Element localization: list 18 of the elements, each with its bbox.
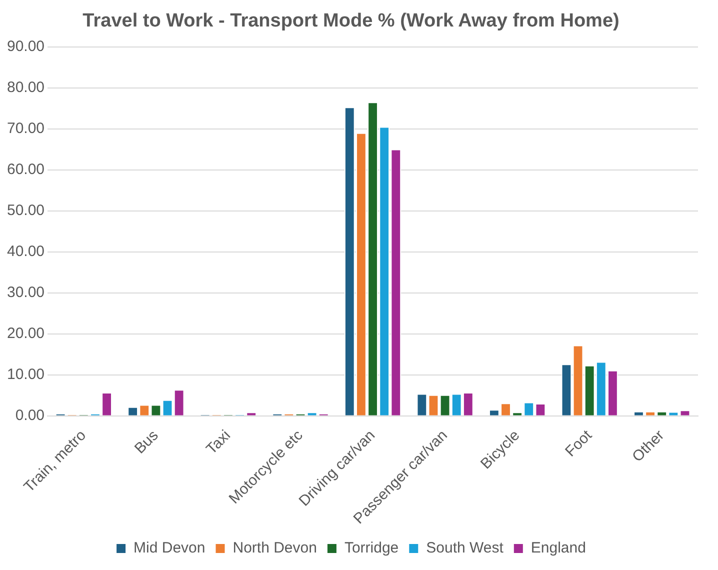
x-tick-label: Bus <box>131 426 162 458</box>
legend-label: South West <box>426 540 504 557</box>
legend-label: Torridge <box>344 540 399 557</box>
y-tick-label: 40.00 <box>6 242 45 260</box>
chart-title: Travel to Work - Transport Mode % (Work Away from Home) <box>82 10 620 32</box>
y-tick-label: 20.00 <box>6 324 45 342</box>
y-tick-label: 60.00 <box>6 160 45 178</box>
y-tick-label: 30.00 <box>6 284 45 301</box>
y-tick-label: 50.00 <box>6 202 45 219</box>
y-tick-label: 90.00 <box>6 38 45 55</box>
y-tick-label: 80.00 <box>6 78 45 96</box>
y-tick-label: 0.00 <box>15 406 45 424</box>
y-tick-label: 10.00 <box>6 366 45 383</box>
legend-label: Mid Devon <box>134 540 206 557</box>
legend-label: North Devon <box>232 540 317 557</box>
legend-label: England <box>530 540 586 557</box>
y-tick-label: 70.00 <box>6 120 45 137</box>
x-tick-label: Taxi <box>203 426 234 458</box>
